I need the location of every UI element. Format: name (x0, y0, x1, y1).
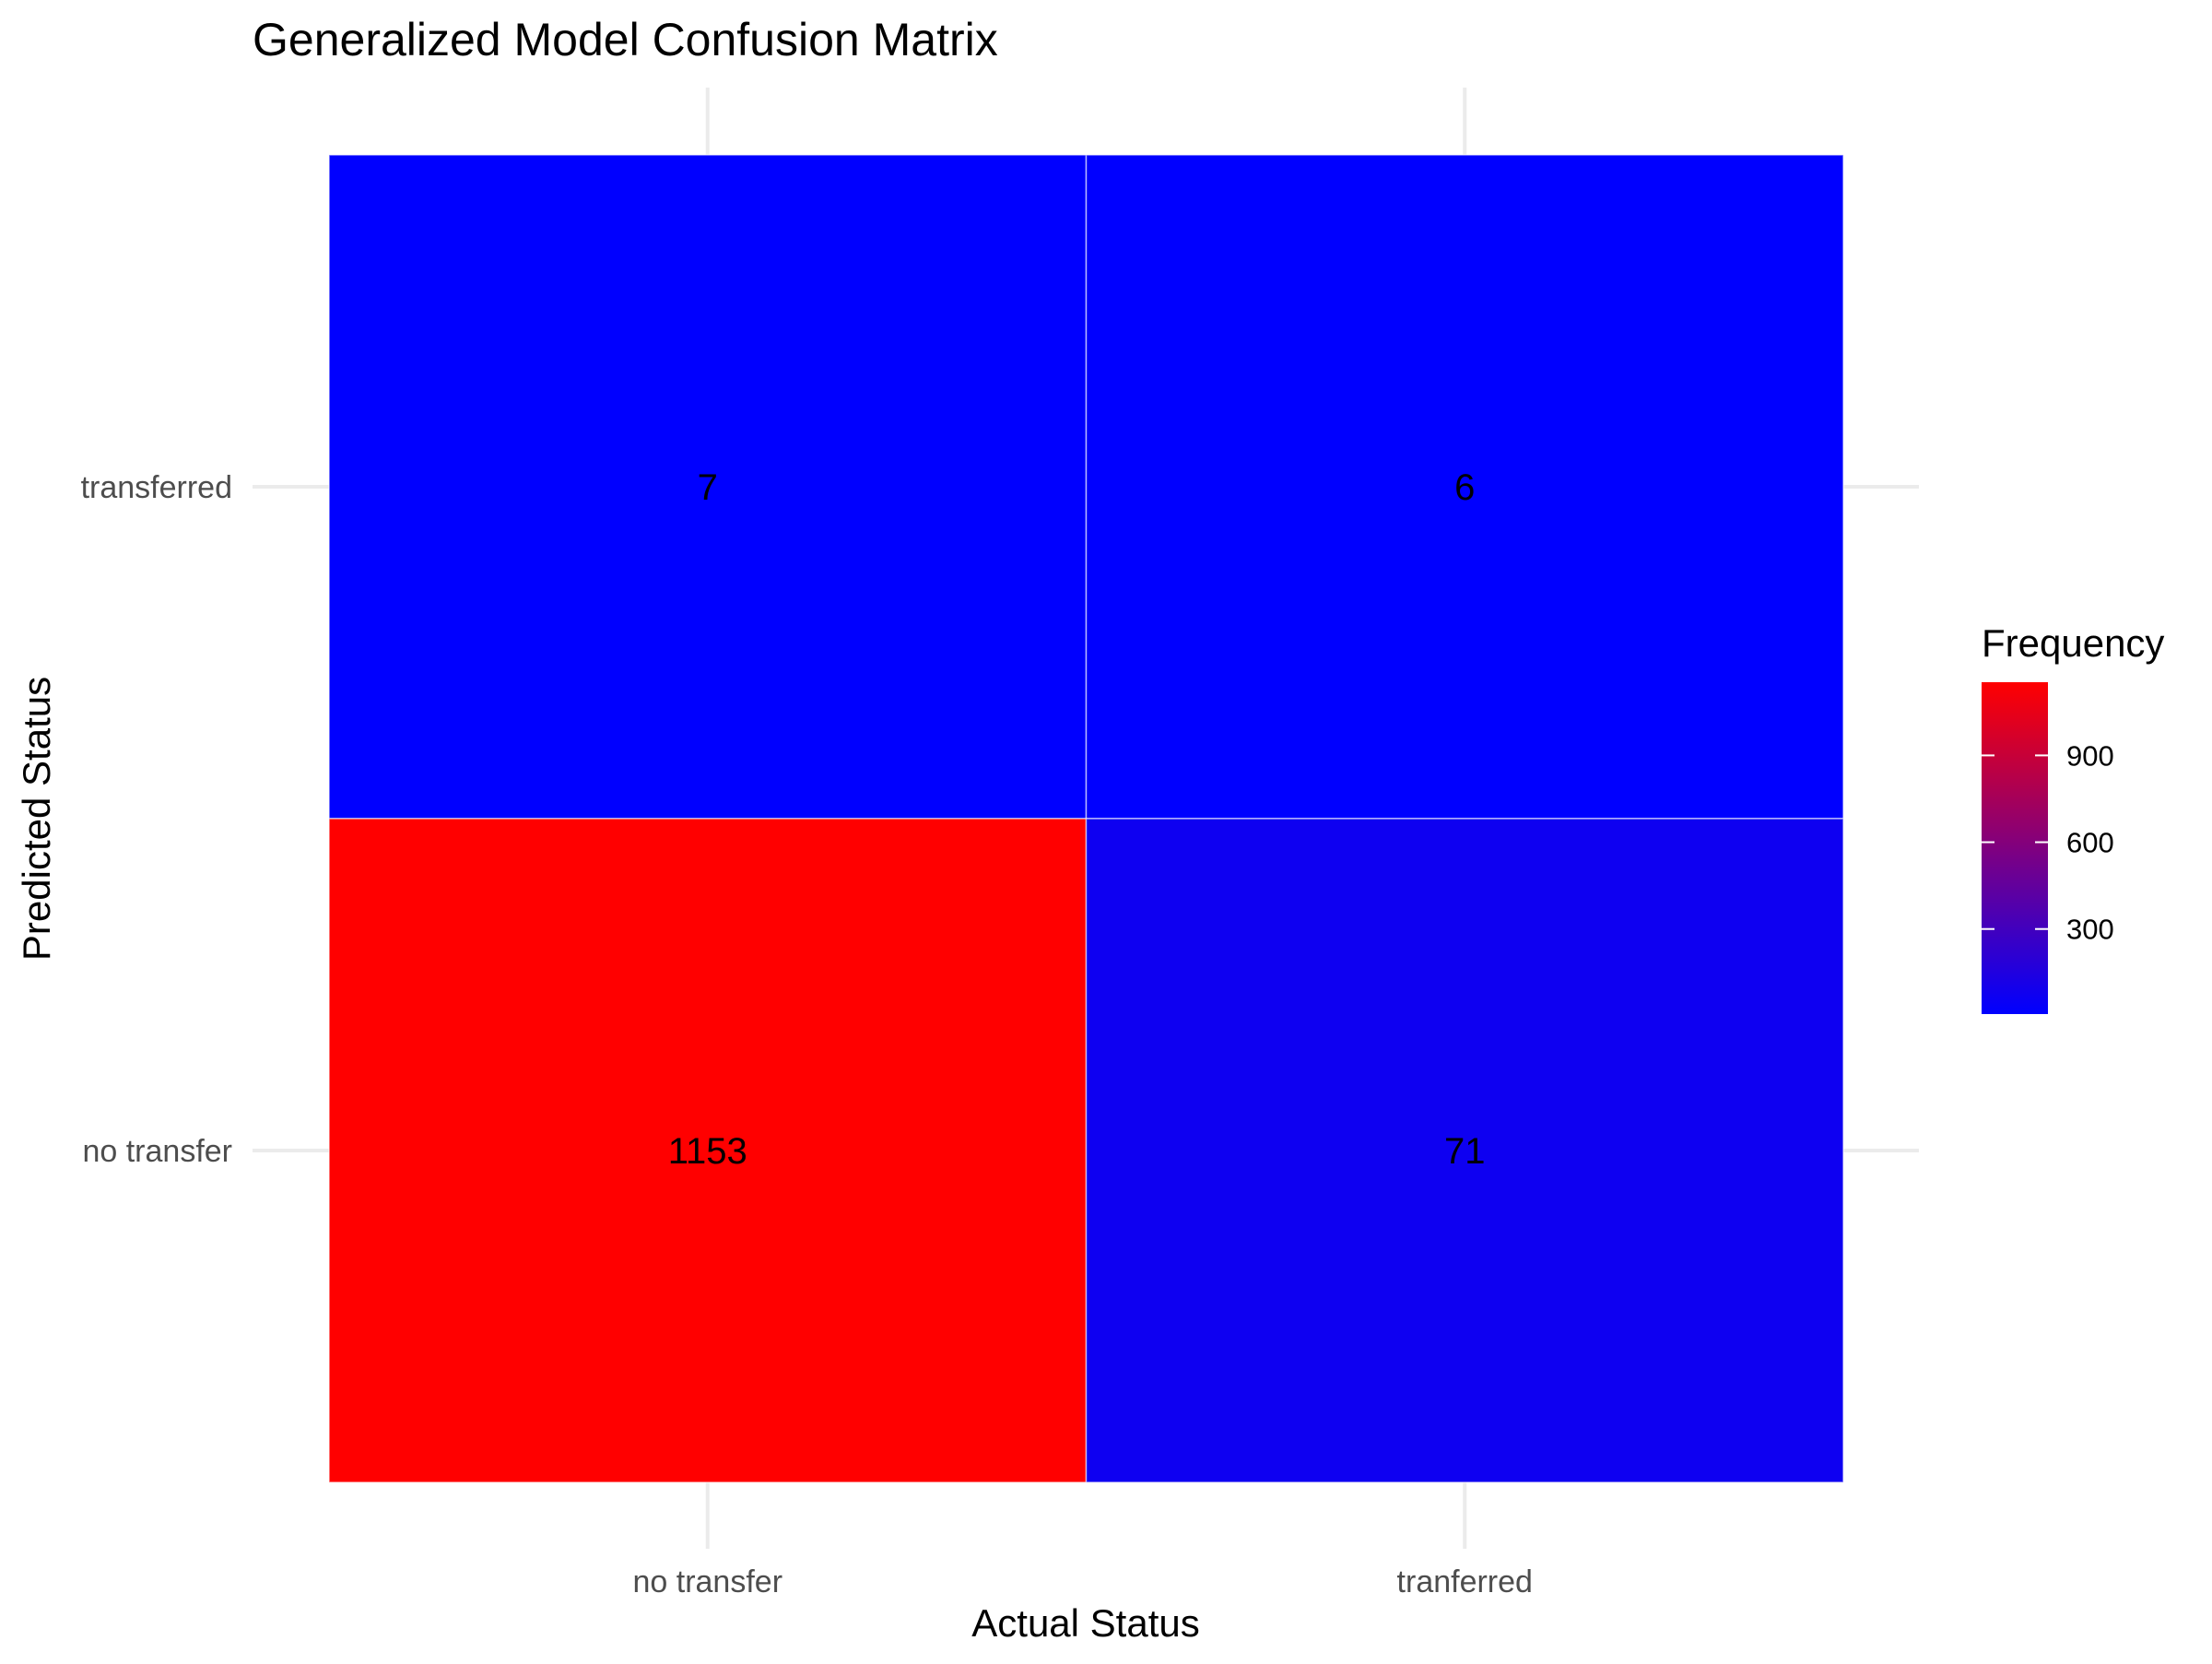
heatmap-cells (328, 154, 1844, 1483)
y-tick-label-no-transfer: no transfer (82, 1134, 232, 1169)
y-tick-label-transferred: transferred (81, 470, 232, 505)
x-tick-label-tranferred: tranferred (1397, 1564, 1533, 1599)
axes: no transfer tranferred no transfer transfer… (81, 470, 1533, 1599)
y-axis-title: Predicted Status (15, 677, 58, 961)
legend-tick-label-600: 600 (2066, 827, 2114, 859)
x-tick-label-no-transfer: no transfer (632, 1564, 782, 1599)
cell-tranferred-no-transfer-value-label: 71 (1444, 1131, 1486, 1172)
cell-tranferred-no-transfer (1085, 818, 1844, 1483)
legend-tick-label-300: 300 (2066, 914, 2114, 946)
legend-tick-label-900: 900 (2066, 739, 2114, 772)
cell-tranferred-transferred-value-label: 6 (1454, 467, 1475, 508)
legend-colorbar (1982, 682, 2048, 1014)
legend-title: Frequency (1982, 621, 2164, 665)
cell-value-labels: 7 6 1153 71 (668, 467, 1486, 1172)
cell-no-transfer-transferred (328, 154, 1088, 820)
chart-title: Generalized Model Confusion Matrix (253, 14, 998, 65)
legend: Frequency 300 600 900 (1982, 621, 2164, 1014)
cell-no-transfer-no-transfer (328, 818, 1088, 1483)
x-axis-title: Actual Status (971, 1601, 1199, 1645)
cell-no-transfer-transferred-value-label: 7 (698, 467, 718, 508)
cell-no-transfer-no-transfer-value-label: 1153 (668, 1131, 747, 1172)
